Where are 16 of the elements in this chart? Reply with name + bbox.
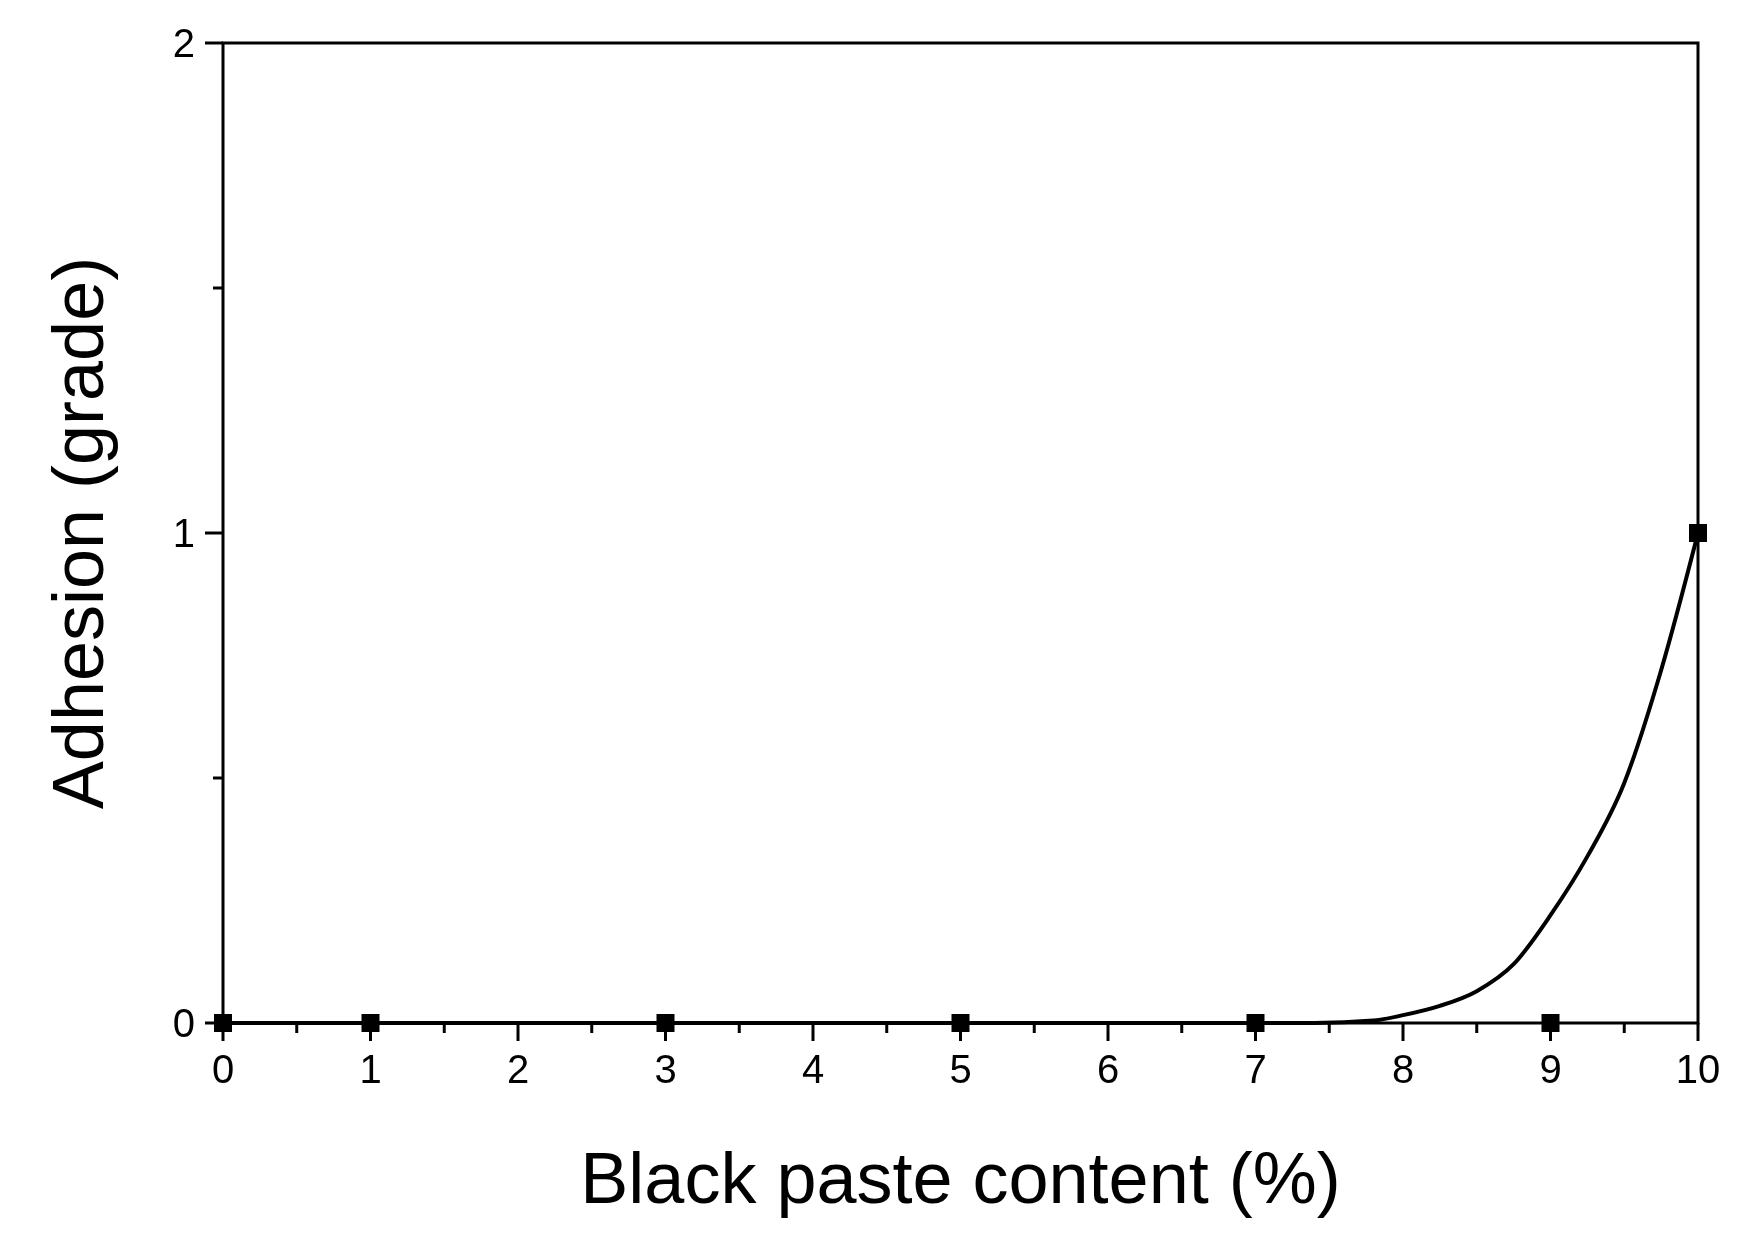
x-tick-label: 10: [1675, 1047, 1721, 1091]
y-tick-label: 2: [172, 21, 195, 65]
x-tick-label: 9: [1539, 1047, 1562, 1091]
x-tick-label: 8: [1391, 1047, 1415, 1091]
x-axis-title: Black paste content (%): [580, 1138, 1341, 1218]
x-tick-label: 0: [211, 1047, 235, 1091]
y-axis-title: Adhesion (grade): [38, 256, 118, 810]
x-tick-label: 7: [1244, 1047, 1267, 1091]
x-tick-label: 4: [801, 1047, 825, 1091]
y-tick-label: 0: [172, 1001, 195, 1045]
y-tick-label: 1: [172, 511, 195, 555]
x-tick-label: 2: [506, 1047, 530, 1091]
x-tick-label: 5: [949, 1047, 972, 1091]
x-tick-label: 1: [359, 1047, 382, 1091]
x-tick-label: 6: [1096, 1047, 1120, 1091]
x-tick-label: 3: [654, 1047, 677, 1091]
